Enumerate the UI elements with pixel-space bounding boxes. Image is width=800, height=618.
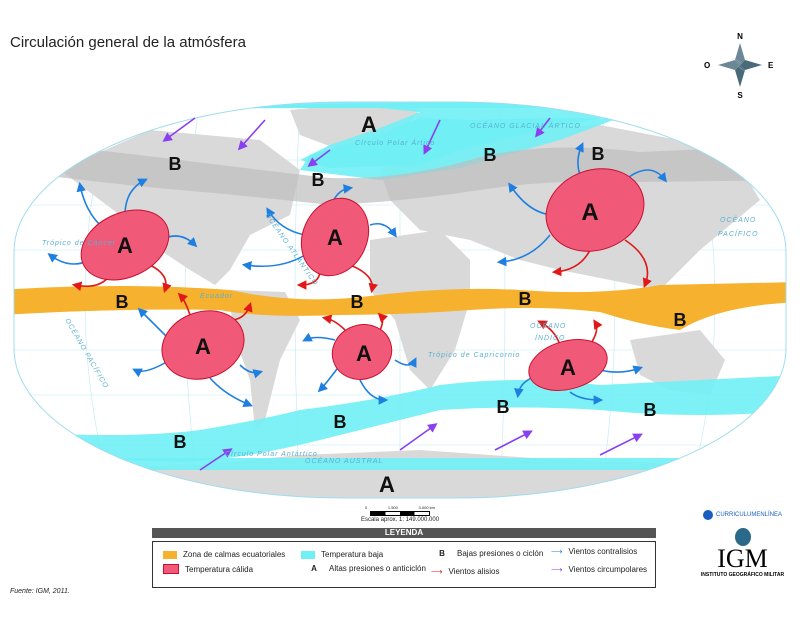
source-note: Fuente: IGM, 2011. xyxy=(10,588,70,595)
legend-label: Vientos contralisios xyxy=(568,547,638,556)
high-pressure-cells: A A A A A A A A xyxy=(80,112,645,497)
svg-text:ÍNDICO: ÍNDICO xyxy=(535,333,566,342)
high-symbol: A xyxy=(311,564,317,573)
red-swatch xyxy=(163,564,179,574)
blue-arrow-icon: ⟶ xyxy=(551,547,563,556)
svg-text:A: A xyxy=(327,225,343,250)
svg-text:A: A xyxy=(117,233,133,258)
equatorial-calm-band xyxy=(14,282,786,330)
high-cell: A xyxy=(161,310,245,380)
wind-arrows xyxy=(47,117,667,471)
svg-text:Trópico de Cáncer: Trópico de Cáncer xyxy=(42,240,116,247)
high-cell: A xyxy=(545,168,645,252)
antarctic-high: A xyxy=(379,472,395,497)
map-title: Circulación general de la atmósfera xyxy=(10,34,246,51)
svg-text:E: E xyxy=(768,61,774,70)
svg-text:Trópico de Capricornio: Trópico de Capricornio xyxy=(428,352,520,359)
scale-bar: 0 1.500 3.000 km Escala aprox. 1: 149.00… xyxy=(345,505,455,523)
scale-tick: 0 xyxy=(365,505,368,510)
legend-label: Vientos circumpolares xyxy=(568,565,648,574)
red-arrow-icon: ⟶ xyxy=(431,567,443,576)
australia xyxy=(630,330,725,395)
svg-text:B: B xyxy=(592,144,605,164)
svg-text:B: B xyxy=(497,397,510,417)
low-pressure-labels: B B B B B B B B B B B B xyxy=(116,144,687,452)
svg-text:B: B xyxy=(351,292,364,312)
legend-label: Altas presiones o anticiclón xyxy=(329,564,426,573)
high-cell: A xyxy=(300,197,370,277)
legend: Zona de calmas ecuatoriales Temperatura … xyxy=(152,541,656,588)
high-cell: A xyxy=(80,209,170,281)
purple-arrow-icon: ⟶ xyxy=(551,565,563,574)
svg-text:OCÉANO: OCÉANO xyxy=(720,215,756,224)
curriculum-logo: CURRICULUMENLÍNEA xyxy=(690,510,795,520)
legend-label: Temperatura cálida xyxy=(185,564,254,574)
svg-text:Círculo Polar Ártico: Círculo Polar Ártico xyxy=(355,138,435,147)
svg-text:PACÍFICO: PACÍFICO xyxy=(718,229,759,238)
svg-text:B: B xyxy=(674,310,687,330)
play-icon xyxy=(702,510,713,520)
svg-text:OCÉANO GLACIAL ÁRTICO: OCÉANO GLACIAL ÁRTICO xyxy=(470,121,581,130)
legend-header: LEYENDA xyxy=(152,528,656,538)
igm-emblem-icon xyxy=(734,528,751,546)
high-cell: A xyxy=(331,324,393,380)
svg-text:S: S xyxy=(737,91,743,100)
svg-text:B: B xyxy=(174,432,187,452)
svg-text:Ecuador: Ecuador xyxy=(200,293,233,300)
svg-text:A: A xyxy=(356,341,372,366)
orange-swatch xyxy=(163,550,177,559)
scale-text: Escala aprox. 1: 149.000.000 xyxy=(360,517,440,523)
scale-tick: 1.500 xyxy=(387,505,398,510)
arctic-high: A xyxy=(361,112,377,137)
svg-text:B: B xyxy=(484,145,497,165)
south-america xyxy=(230,290,300,430)
legend-label: Zona de calmas ecuatoriales xyxy=(183,550,286,559)
svg-text:B: B xyxy=(519,289,532,309)
cyan-swatch xyxy=(301,550,315,559)
svg-text:A: A xyxy=(581,199,598,226)
svg-text:B: B xyxy=(116,292,129,312)
logos: CURRICULUMENLÍNEA IGM INSTITUTO GEOGRÁFI… xyxy=(690,510,795,605)
high-cell: A xyxy=(528,339,608,391)
svg-text:B: B xyxy=(334,412,347,432)
legend-label: Vientos alisios xyxy=(448,567,500,576)
svg-text:B: B xyxy=(169,154,182,174)
igm-logo: IGM xyxy=(717,544,768,573)
svg-text:OCÉANO AUSTRAL: OCÉANO AUSTRAL xyxy=(305,456,383,465)
subpolar-low-band xyxy=(14,140,786,205)
legend-label: Bajas presiones o ciclón xyxy=(457,549,544,558)
circumpolares-arrows xyxy=(162,117,643,471)
svg-text:Círculo Polar Antártico: Círculo Polar Antártico xyxy=(225,451,318,458)
compass-rose-icon: N S E O xyxy=(704,32,774,100)
low-symbol: B xyxy=(439,549,445,558)
svg-text:A: A xyxy=(560,355,576,380)
svg-text:B: B xyxy=(644,400,657,420)
legend-label: Temperatura baja xyxy=(321,550,384,559)
scale-tick: 3.000 km xyxy=(418,505,435,510)
svg-text:OCÉANO: OCÉANO xyxy=(530,321,566,330)
svg-text:B: B xyxy=(312,170,325,190)
svg-text:O: O xyxy=(704,61,710,70)
svg-text:N: N xyxy=(737,32,743,41)
svg-text:A: A xyxy=(195,334,211,359)
